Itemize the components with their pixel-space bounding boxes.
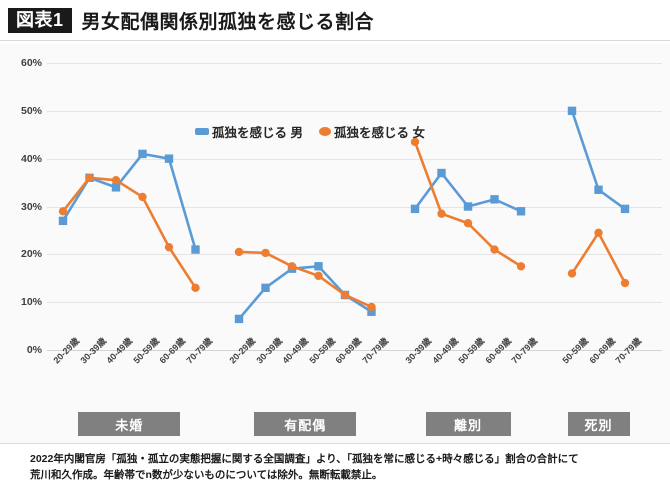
data-point-female bbox=[138, 192, 147, 202]
data-point-male bbox=[164, 154, 174, 163]
x-tick-label: 20-29歳 bbox=[51, 335, 82, 366]
chart-header: 図表1 男女配偶関係別孤独を感じる割合 bbox=[0, 0, 670, 40]
data-point-female bbox=[367, 302, 376, 312]
data-point-female bbox=[58, 207, 68, 216]
data-point-female bbox=[111, 175, 121, 185]
series-lines bbox=[58, 106, 630, 324]
data-point-male bbox=[490, 195, 499, 204]
plot-background bbox=[47, 63, 662, 394]
data-point-female bbox=[164, 242, 174, 252]
data-point-male bbox=[516, 207, 526, 216]
gridline bbox=[47, 350, 662, 351]
gridline bbox=[47, 63, 662, 64]
legend-swatch-female bbox=[318, 127, 331, 136]
data-point-female bbox=[437, 209, 446, 218]
data-point-female bbox=[314, 271, 323, 281]
figure-number-badge: 図表1 bbox=[8, 7, 72, 33]
data-point-female bbox=[620, 278, 630, 288]
gridline bbox=[47, 110, 662, 112]
x-tick-label: 50-59歳 bbox=[306, 335, 337, 366]
group-divider bbox=[0, 443, 670, 444]
header-divider bbox=[0, 40, 670, 41]
x-tick-label: 20-29歳 bbox=[227, 335, 258, 366]
footnote-line-1: 2022年内閣官房「孤独・孤立の実態把握に関する全国調査」より、「孤独を常に感じ… bbox=[30, 453, 579, 465]
data-point-male bbox=[234, 314, 244, 324]
x-axis-labels: 20-29歳 30-39歳 40-49歳 50-59歳 60-69歳 70-79歳 20-2… bbox=[0, 44, 670, 444]
y-tick-label: 50% bbox=[20, 104, 42, 117]
data-point-female bbox=[567, 269, 577, 278]
x-tick-label: 40-49歳 bbox=[104, 335, 135, 366]
x-tick-label: 70-79歳 bbox=[613, 335, 644, 366]
legend-label-male: 孤独を感じる 男 bbox=[212, 126, 303, 140]
x-tick-label: 50-59歳 bbox=[130, 335, 161, 366]
x-tick-label: 60-69歳 bbox=[157, 335, 188, 366]
data-point-male bbox=[463, 202, 473, 211]
x-tick-label: 70-79歳 bbox=[183, 335, 214, 366]
data-point-male bbox=[314, 262, 323, 271]
y-tick-label: 20% bbox=[20, 248, 42, 261]
data-point-female bbox=[85, 173, 94, 182]
legend-label-female: 孤独を感じる 女 bbox=[333, 126, 425, 140]
data-point-male bbox=[191, 245, 200, 254]
data-point-female bbox=[287, 262, 297, 271]
series-line bbox=[237, 250, 373, 309]
y-tick-label: 10% bbox=[20, 296, 42, 309]
data-point-female bbox=[234, 247, 244, 257]
y-tick-label: 60% bbox=[20, 57, 42, 69]
gridline bbox=[47, 158, 662, 160]
data-point-male bbox=[437, 168, 446, 178]
y-tick-label: 0% bbox=[26, 344, 42, 356]
data-point-male bbox=[261, 283, 270, 293]
x-tick-label: 60-69歳 bbox=[482, 335, 513, 366]
legend-swatch-male bbox=[195, 128, 209, 135]
gridline bbox=[47, 206, 662, 208]
footnote-line-2: 荒川和久作成。年齢帯でn数が少ないものについては除外。無断転載禁止。 bbox=[30, 468, 383, 481]
data-point-male bbox=[58, 216, 68, 226]
data-point-male bbox=[367, 307, 376, 316]
data-point-female bbox=[594, 228, 603, 238]
page-title: 男女配偶関係別孤独を感じる割合 bbox=[81, 11, 375, 33]
data-point-female bbox=[191, 283, 200, 293]
x-tick-label: 60-69歳 bbox=[333, 335, 364, 366]
legend-item-male: 孤独を感じる 男 bbox=[195, 122, 303, 141]
data-point-male bbox=[567, 106, 577, 116]
gridline bbox=[47, 254, 662, 256]
y-tick-label: 40% bbox=[20, 152, 42, 165]
x-tick-label: 30-39歳 bbox=[253, 335, 284, 366]
chart-plot-area: 0% 10% 20% 30% 40% 50% 60% 孤独を感じる 男 孤独を感じる 女 2… bbox=[0, 44, 670, 444]
x-tick-label: 70-79歳 bbox=[509, 335, 540, 366]
data-point-female bbox=[463, 219, 473, 228]
data-point-female bbox=[490, 245, 499, 254]
data-point-male bbox=[138, 149, 147, 159]
data-point-male bbox=[594, 185, 603, 194]
data-point-male bbox=[111, 183, 121, 192]
legend-item-female: 孤独を感じる 女 bbox=[318, 122, 425, 141]
data-point-female bbox=[516, 262, 526, 271]
group-label-3: 死別 bbox=[567, 412, 630, 436]
data-point-male bbox=[410, 204, 420, 214]
data-point-female bbox=[340, 290, 350, 300]
gridline bbox=[47, 302, 662, 304]
group-label-0: 未婚 bbox=[78, 412, 181, 436]
data-point-female bbox=[410, 137, 420, 147]
x-tick-label: 30-39歳 bbox=[403, 335, 434, 366]
x-tick-label: 40-49歳 bbox=[280, 335, 311, 366]
chart-legend: 孤独を感じる 男 孤独を感じる 女 bbox=[195, 122, 425, 141]
y-tick-label: 30% bbox=[20, 200, 42, 213]
x-tick-label: 60-69歳 bbox=[586, 335, 617, 366]
series-line bbox=[61, 176, 197, 290]
chart-footnote: 2022年内閣官房「孤独・孤立の実態把握に関する全国調査」より、「孤独を常に感じ… bbox=[30, 452, 650, 484]
group-label-2: 離別 bbox=[425, 412, 511, 436]
data-point-female bbox=[261, 248, 270, 258]
x-tick-label: 70-79歳 bbox=[359, 335, 390, 366]
data-point-male bbox=[620, 204, 630, 214]
group-label-1: 有配偶 bbox=[254, 412, 357, 436]
x-tick-label: 50-59歳 bbox=[560, 335, 591, 366]
x-tick-label: 30-39歳 bbox=[77, 335, 108, 366]
x-tick-label: 40-49歳 bbox=[429, 335, 460, 366]
x-tick-label: 50-59歳 bbox=[456, 335, 487, 366]
